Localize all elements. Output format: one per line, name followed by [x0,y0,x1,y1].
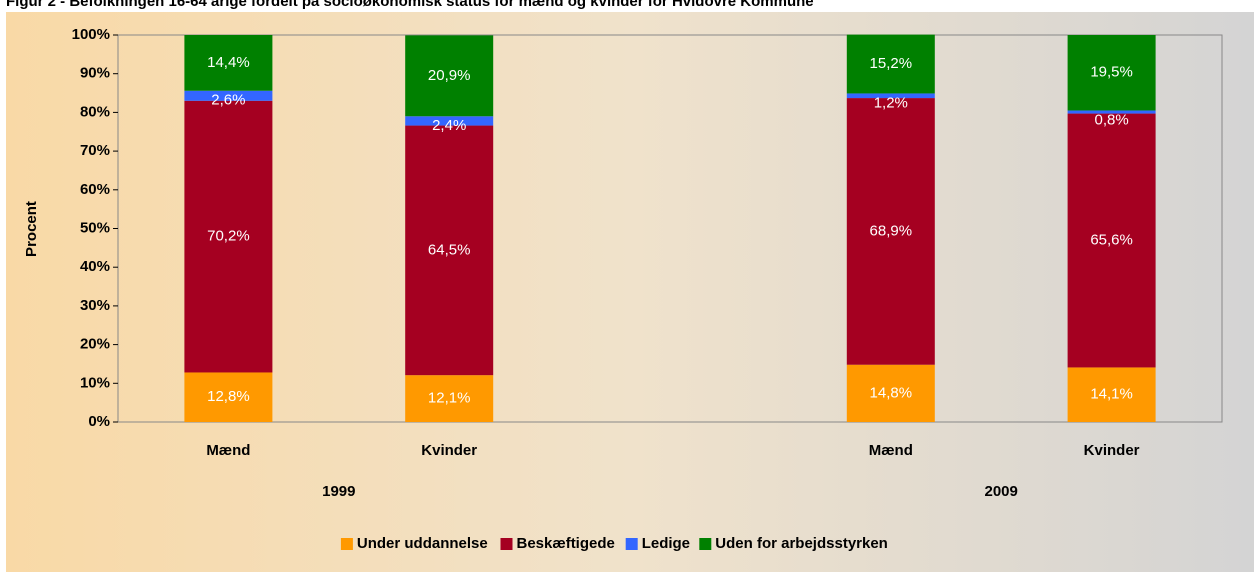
legend-swatch [625,538,638,550]
bar-segment [184,35,273,91]
legend-label: Uden for arbejdsstyrken [715,535,888,552]
x-group-label: 1999 [322,483,355,500]
bar-segment [846,93,935,99]
chart-title: Figur 2 - Befolkningen 16-64 årige forde… [6,0,814,10]
data-label: 15,2% [870,55,913,72]
legend-swatch [699,538,712,550]
y-tick-label: 80% [80,103,110,120]
data-label: 12,1% [428,390,471,407]
data-label: 14,1% [1090,386,1133,403]
y-tick-label: 0% [88,413,110,430]
y-tick-label: 30% [80,297,110,314]
data-label: 20,9% [428,67,471,84]
data-label: 68,9% [870,222,913,239]
y-tick-label: 90% [80,65,110,82]
data-label: 19,5% [1090,64,1133,81]
data-label: 65,6% [1090,231,1133,248]
y-tick-label: 70% [80,142,110,159]
bar-segment [846,34,935,94]
bar-segment [1067,367,1156,422]
legend-swatch [340,538,353,550]
bar-segment [405,116,494,126]
bar-segment [846,364,935,422]
y-axis-label: Procent [23,201,40,257]
bar-segment [405,125,494,376]
data-label: 0,8% [1094,111,1128,128]
data-label: 64,5% [428,241,471,258]
data-label: 12,8% [207,388,250,405]
bar-segment [184,372,273,422]
data-label: 14,4% [207,54,250,71]
data-label: 70,2% [207,228,250,245]
x-tick-label: Mænd [869,442,913,459]
x-tick-label: Kvinder [421,442,477,459]
y-tick-label: 20% [80,336,110,353]
y-tick-label: 40% [80,258,110,275]
data-label: 2,6% [211,92,245,109]
x-tick-label: Kvinder [1084,442,1140,459]
y-tick-label: 100% [72,26,110,43]
bar-segment [1067,113,1156,368]
data-label: 14,8% [870,384,913,401]
data-label: 1,2% [874,94,908,111]
bar-segment [1067,35,1156,111]
legend-swatch [500,538,513,550]
y-tick-label: 50% [80,219,110,236]
legend-label: Ledige [642,535,690,552]
bar-segment [184,90,273,101]
bar-segment [1067,110,1156,114]
x-tick-label: Mænd [206,442,250,459]
bar-segment [184,100,273,373]
data-label: 2,4% [432,117,466,134]
y-tick-label: 60% [80,181,110,198]
bar-segment [405,375,494,422]
x-group-label: 2009 [985,483,1018,500]
legend-label: Under uddannelse [357,535,488,552]
bar-segment [405,35,494,117]
legend-label: Beskæftigede [517,535,615,552]
y-tick-label: 10% [80,374,110,391]
bar-segment [846,98,935,365]
